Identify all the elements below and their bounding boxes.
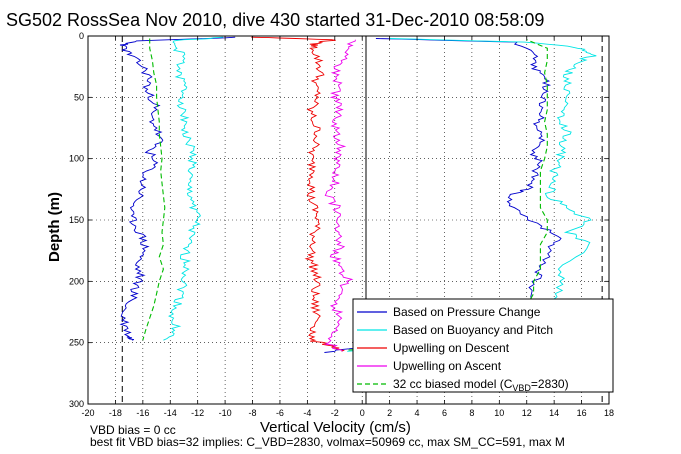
series-32-cc-biased-model-c-vbd-2830-descent-line bbox=[142, 38, 166, 341]
legend-label: Based on Pressure Change bbox=[393, 305, 541, 319]
x-axis-label: Vertical Velocity (cm/s) bbox=[260, 419, 411, 436]
y-tick-label: 100 bbox=[69, 154, 84, 164]
x-tick-label: -20 bbox=[81, 408, 94, 418]
x-tick-label: 10 bbox=[494, 408, 504, 418]
x-tick-label: -14 bbox=[164, 408, 177, 418]
legend-label: 32 cc biased model (CVBD=2830) bbox=[393, 377, 569, 393]
footer-line-2: best fit VBD bias=32 implies: C_VBD=2830… bbox=[90, 435, 565, 449]
legend: Based on Pressure Change Based on Buoyanc… bbox=[352, 298, 614, 393]
x-tick-label: -6 bbox=[276, 408, 284, 418]
x-tick-label: -8 bbox=[249, 408, 257, 418]
chart-title: SG502 RossSea Nov 2010, dive 430 started… bbox=[6, 10, 544, 30]
footer-line-1: VBD bias = 0 cc bbox=[90, 423, 176, 437]
y-tick-label: 150 bbox=[69, 215, 84, 225]
legend-box bbox=[352, 298, 614, 393]
x-tick-label: 8 bbox=[469, 408, 474, 418]
series-based-on-buoyancy-and-pitch-descent-line bbox=[163, 36, 224, 341]
x-tick-label: -18 bbox=[109, 408, 122, 418]
legend-label: Based on Buoyancy and Pitch bbox=[393, 323, 553, 337]
x-tick-label: 12 bbox=[522, 408, 532, 418]
legend-label: Upwelling on Ascent bbox=[393, 359, 502, 373]
x-tick-label: 14 bbox=[549, 408, 559, 418]
y-tick-label: 300 bbox=[69, 399, 84, 409]
x-tick-label: -4 bbox=[303, 408, 311, 418]
x-tick-label: 2 bbox=[387, 408, 392, 418]
x-tick-label: 4 bbox=[415, 408, 420, 418]
y-axis-label: Depth (m) bbox=[46, 192, 63, 262]
x-tick-label: 18 bbox=[604, 408, 614, 418]
series-upwelling-on-ascent-line bbox=[324, 39, 356, 352]
reference-lines bbox=[121, 36, 603, 404]
x-tick-label: 16 bbox=[577, 408, 587, 418]
legend-label: Upwelling on Descent bbox=[393, 341, 510, 355]
x-tick-label: -16 bbox=[136, 408, 149, 418]
x-tick-label: -10 bbox=[219, 408, 232, 418]
axis-ticks: -20 -18 -16 -14 -12 -10 -8 -6 -4 -2 0 2 4 6 8 10 12 14 16 1… bbox=[69, 31, 614, 418]
y-tick-label: 200 bbox=[69, 276, 84, 286]
x-tick-label: -12 bbox=[191, 408, 204, 418]
series-upwelling-on-descent-line bbox=[251, 36, 345, 352]
series-based-on-pressure-change-descent-line bbox=[119, 36, 236, 341]
x-tick-label: -2 bbox=[331, 408, 339, 418]
x-tick-label: 6 bbox=[442, 408, 447, 418]
x-tick-label: 0 bbox=[360, 408, 365, 418]
y-tick-label: 250 bbox=[69, 338, 84, 348]
y-tick-label: 0 bbox=[79, 31, 84, 41]
y-tick-label: 50 bbox=[74, 92, 84, 102]
